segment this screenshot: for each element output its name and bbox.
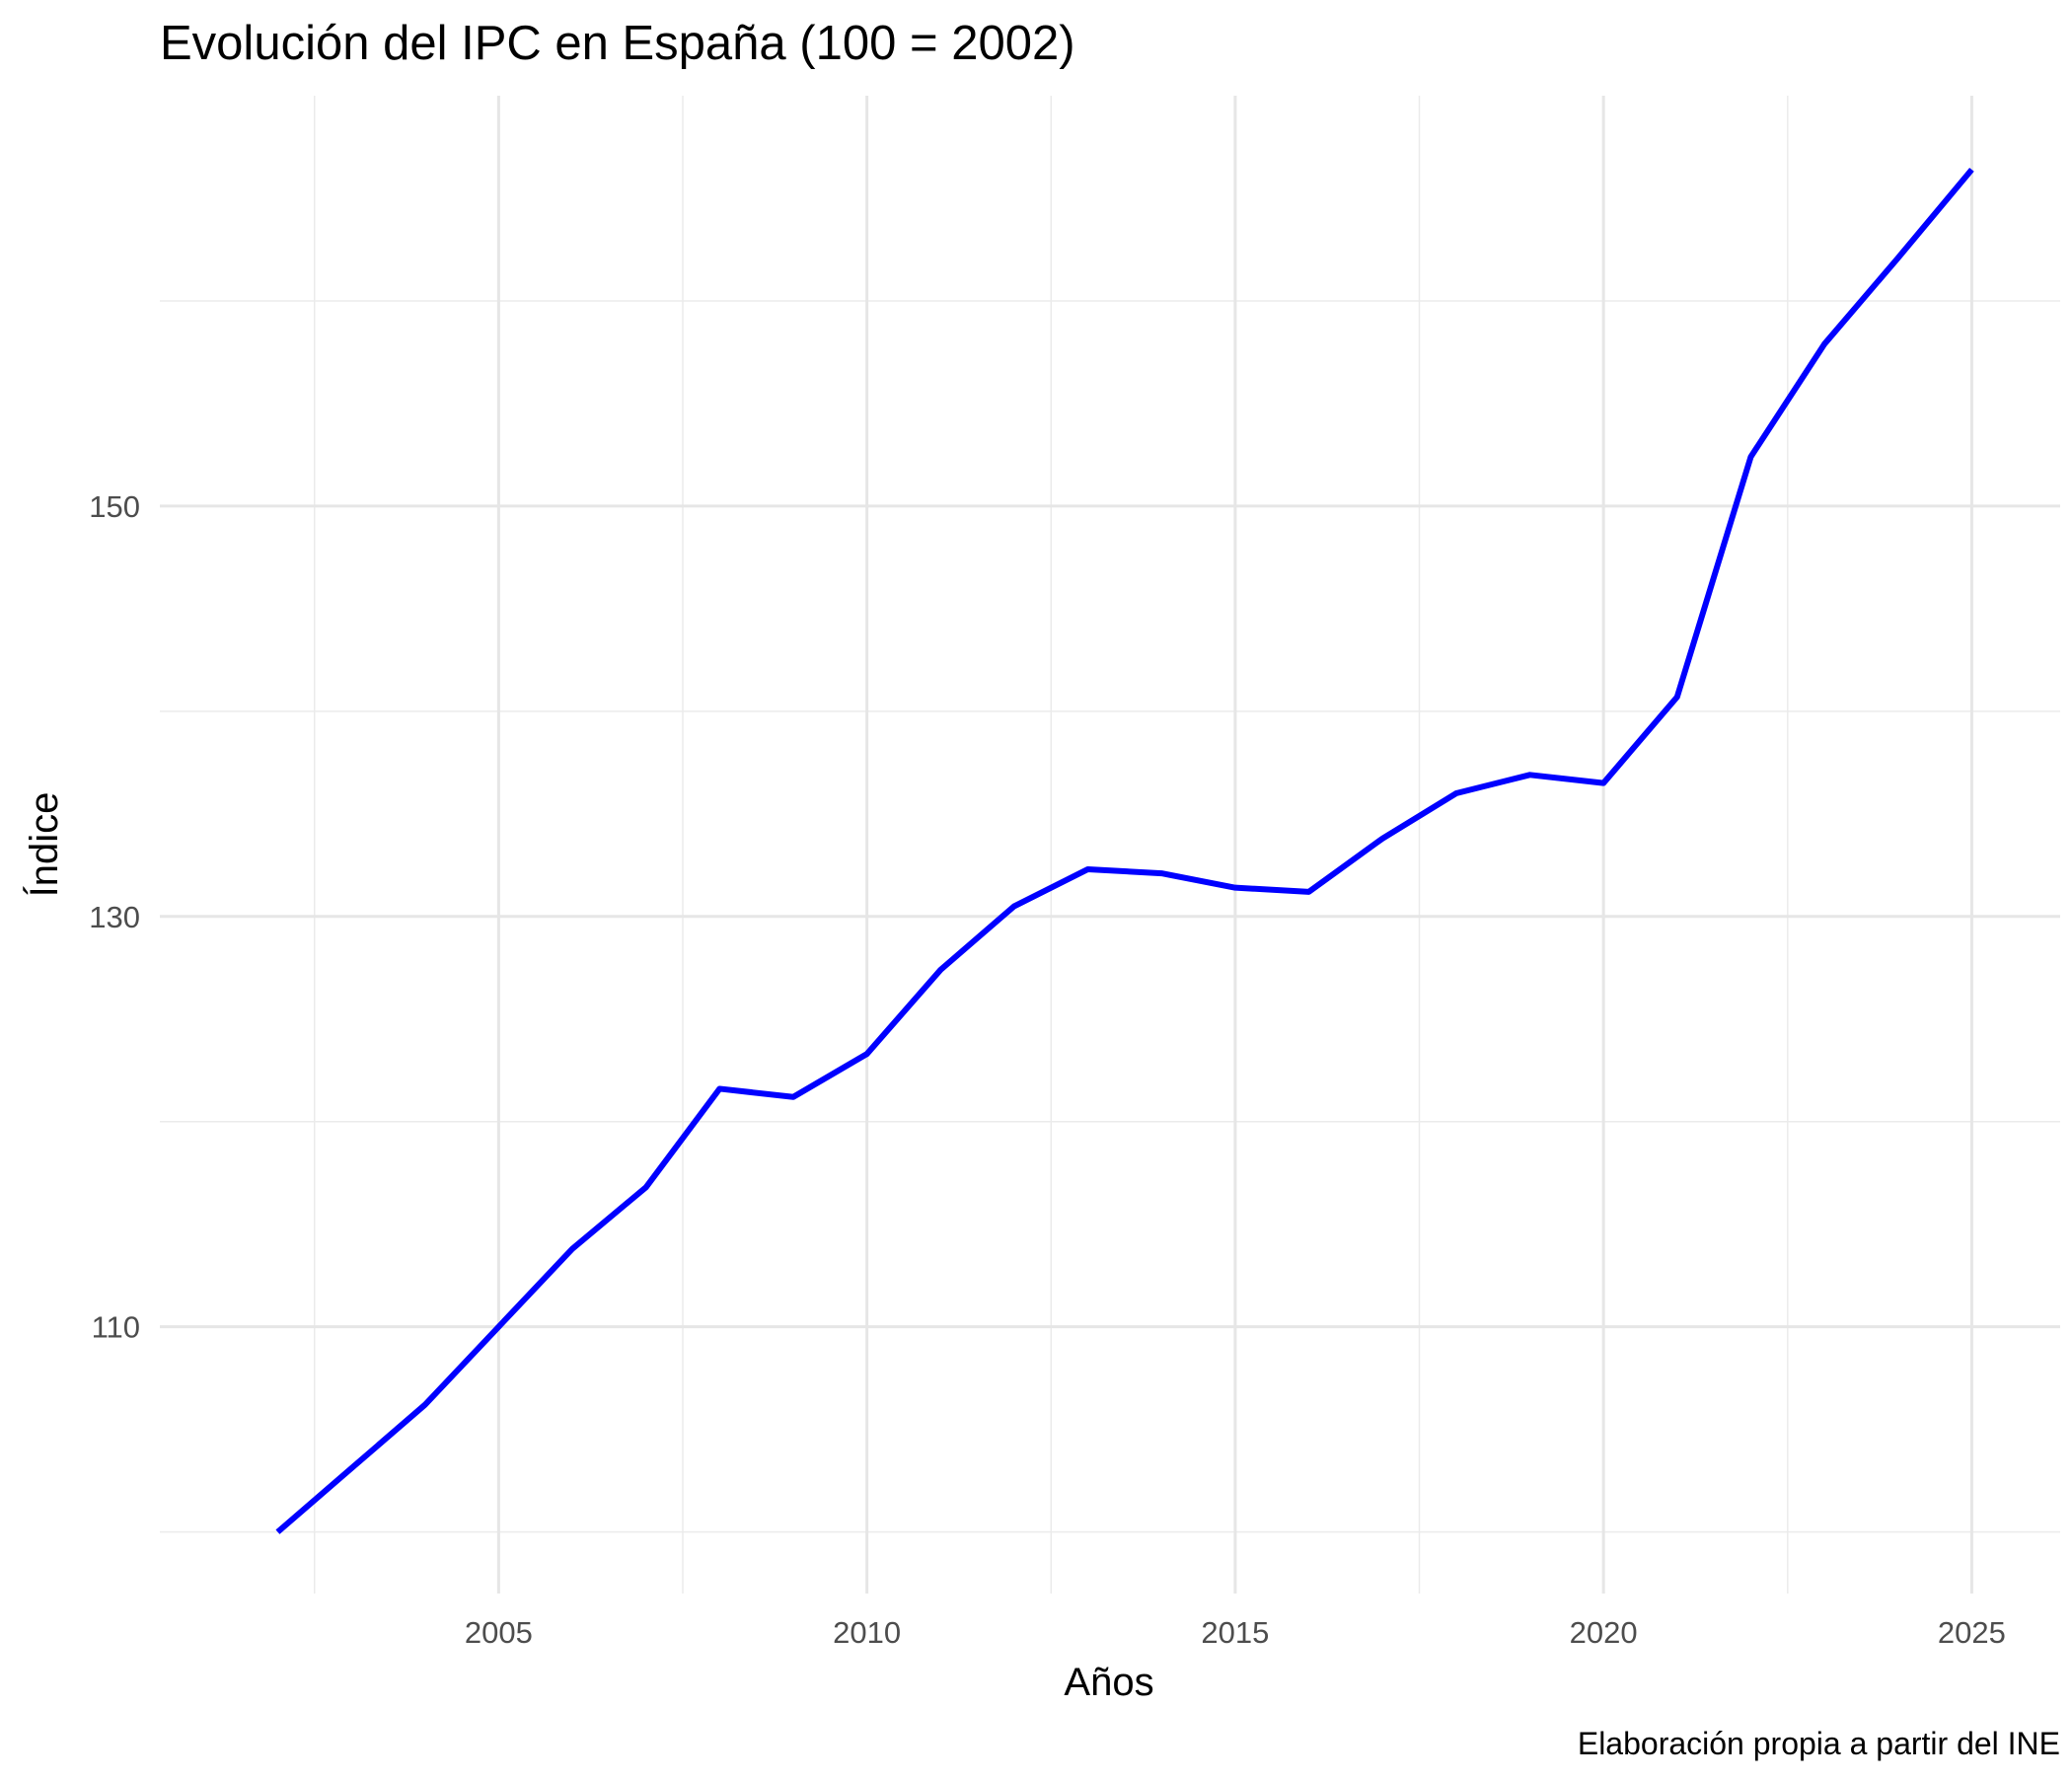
x-axis-title: Años [1064,1661,1153,1704]
chart-title: Evolución del IPC en España (100 = 2002) [160,17,1075,70]
y-tick-label: 110 [92,1310,140,1345]
x-tick-label: 2005 [465,1615,533,1650]
x-tick-label: 2020 [1570,1615,1638,1650]
x-tick-label: 2010 [833,1615,901,1650]
x-tick-label: 2015 [1201,1615,1269,1650]
x-tick-labels: 2005 2010 2015 2020 2025 [465,1615,2006,1650]
chart-caption: Elaboración propia a partir del INE [1578,1726,2060,1761]
y-tick-label: 130 [89,900,140,934]
x-tick-label: 2025 [1938,1615,2006,1650]
y-tick-label: 150 [89,489,140,524]
y-axis-title: Índice [22,792,66,898]
y-tick-labels: 110 130 150 [89,489,140,1345]
grid [160,96,2060,1594]
